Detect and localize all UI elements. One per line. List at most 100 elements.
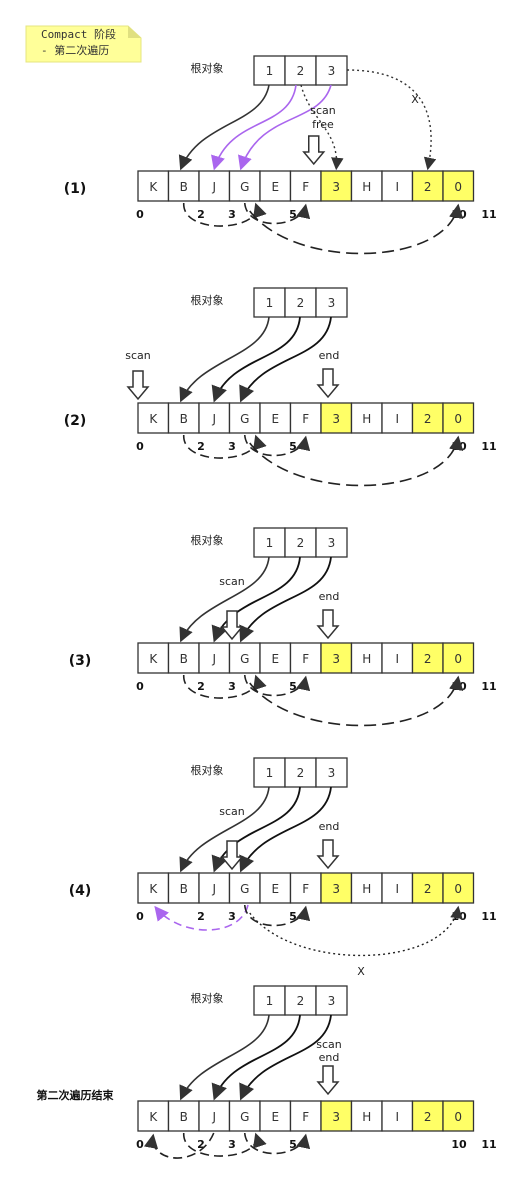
index-label: 3 bbox=[228, 440, 236, 453]
index-label: 5 bbox=[289, 680, 297, 693]
root-label: 根对象 bbox=[191, 61, 224, 75]
index-label: 11 bbox=[481, 1138, 496, 1151]
root-ref-arrow bbox=[179, 1014, 270, 1101]
scan-end-pointer bbox=[316, 1065, 340, 1096]
heap-cell-label: I bbox=[395, 412, 399, 426]
heap-cell-label: 2 bbox=[424, 652, 432, 666]
root-ref-arrow bbox=[178, 84, 270, 171]
scan-label: scan bbox=[219, 805, 245, 818]
index-label: 5 bbox=[289, 910, 297, 923]
heap-cell-label: G bbox=[240, 180, 249, 194]
heap-cell-label: 2 bbox=[424, 412, 432, 426]
dashed-link bbox=[182, 1132, 267, 1157]
root-label-3: 3 bbox=[328, 64, 336, 78]
heap-cell-I bbox=[381, 872, 414, 904]
heap-cell-label: H bbox=[362, 882, 371, 896]
heap-cell-0 bbox=[442, 872, 475, 904]
heap-cell-B bbox=[167, 1100, 200, 1132]
heap-cell-E bbox=[259, 402, 292, 434]
heap-cell-label: 0 bbox=[454, 652, 462, 666]
heap-cell-G bbox=[228, 170, 261, 202]
root-box-3 bbox=[315, 985, 348, 1016]
dashed-link bbox=[243, 202, 311, 225]
end-label: end bbox=[319, 349, 340, 362]
stage-label: (3) bbox=[69, 653, 92, 669]
heap-cell-label: E bbox=[271, 180, 279, 194]
root-label-1: 1 bbox=[266, 64, 274, 78]
scan-label: scan bbox=[125, 349, 151, 362]
root-label-3: 3 bbox=[328, 296, 336, 310]
scan-label: scan bbox=[310, 104, 336, 117]
heap-cell-label: 2 bbox=[424, 882, 432, 896]
root-ref-arrow-purple bbox=[238, 84, 332, 171]
root-label-1: 1 bbox=[266, 994, 274, 1008]
heap-cell-label: B bbox=[180, 1110, 188, 1124]
stage-label: (2) bbox=[64, 413, 87, 429]
heap-cell-3 bbox=[320, 1100, 353, 1132]
heap-cell-label: F bbox=[302, 1110, 309, 1124]
index-label: 0 bbox=[136, 440, 144, 453]
scan-pointer bbox=[220, 840, 244, 871]
scan-label: scan bbox=[316, 1038, 342, 1051]
heap-cell-label: F bbox=[302, 652, 309, 666]
note-line1: Compact 阶段 bbox=[41, 27, 116, 41]
root-label-3: 3 bbox=[328, 536, 336, 550]
index-label: 3 bbox=[228, 910, 236, 923]
root-label: 根对象 bbox=[191, 293, 224, 307]
heap-cell-0 bbox=[442, 170, 475, 202]
heap-cell-J bbox=[198, 642, 231, 674]
heap-cell-3 bbox=[320, 642, 353, 674]
root-box-2 bbox=[284, 527, 317, 558]
dashed-link bbox=[249, 435, 464, 487]
index-label: 0 bbox=[136, 680, 144, 693]
heap-cell-label: B bbox=[180, 652, 188, 666]
root-label-1: 1 bbox=[266, 766, 274, 780]
root-ref-arrow bbox=[239, 786, 332, 873]
root-box-2 bbox=[284, 985, 317, 1016]
index-label: 3 bbox=[228, 680, 236, 693]
heap-cell-B bbox=[167, 642, 200, 674]
dashed-link bbox=[143, 1132, 215, 1159]
index-label: 2 bbox=[197, 910, 205, 923]
scan-pointer bbox=[126, 370, 150, 401]
root-label-1: 1 bbox=[266, 536, 274, 550]
root-ref-arrow bbox=[179, 556, 270, 643]
heap-cell-E bbox=[259, 642, 292, 674]
heap-cell-label: K bbox=[149, 180, 158, 194]
heap-cell-label: G bbox=[240, 412, 249, 426]
heap-cell-K bbox=[137, 642, 170, 674]
root-label-2: 2 bbox=[297, 536, 305, 550]
heap-cell-J bbox=[198, 170, 231, 202]
dashed-link bbox=[182, 434, 267, 459]
heap-cell-2 bbox=[411, 170, 444, 202]
heap-cell-I bbox=[381, 170, 414, 202]
root-ref-arrow bbox=[239, 1014, 332, 1101]
note-line2: - 第二次遍历 bbox=[41, 43, 109, 57]
heap-cell-label: E bbox=[271, 1110, 279, 1124]
index-label: 3 bbox=[228, 1138, 236, 1151]
heap-cell-H bbox=[350, 1100, 383, 1132]
heap-cell-label: I bbox=[395, 882, 399, 896]
heap-cell-E bbox=[259, 1100, 292, 1132]
index-label: 2 bbox=[197, 680, 205, 693]
heap-cell-label: 0 bbox=[454, 1110, 462, 1124]
heap-cell-label: I bbox=[395, 1110, 399, 1124]
heap-cell-2 bbox=[411, 402, 444, 434]
heap-cell-label: E bbox=[271, 412, 279, 426]
index-label: 2 bbox=[197, 208, 205, 221]
index-label: 5 bbox=[289, 1138, 297, 1151]
heap-cell-E bbox=[259, 170, 292, 202]
root-box-3 bbox=[315, 287, 348, 318]
heap-cell-label: K bbox=[149, 1110, 158, 1124]
heap-cell-B bbox=[167, 170, 200, 202]
root-ref-arrow bbox=[179, 316, 270, 403]
heap-cell-0 bbox=[442, 642, 475, 674]
heap-cell-I bbox=[381, 1100, 414, 1132]
heap-cell-H bbox=[350, 402, 383, 434]
root-label-3: 3 bbox=[328, 994, 336, 1008]
heap-cell-label: B bbox=[180, 882, 188, 896]
heap-cell-label: B bbox=[180, 180, 188, 194]
